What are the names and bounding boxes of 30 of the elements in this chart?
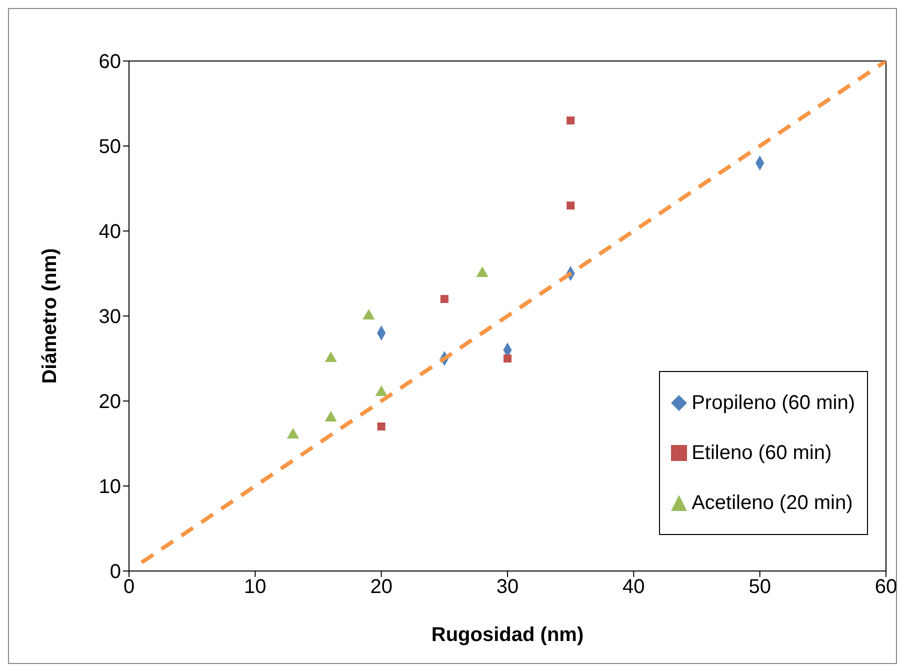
point [286, 428, 300, 439]
y-tick-label: 10 [98, 476, 121, 498]
point [566, 202, 575, 210]
y-tick-label: 30 [98, 306, 121, 328]
x-axis-title: Rugosidad (nm) [431, 624, 584, 646]
legend-label: Etileno (60 min) [692, 442, 832, 464]
point [566, 116, 575, 124]
point [375, 385, 388, 396]
point [362, 308, 375, 320]
y-tick-label: 0 [110, 561, 121, 584]
y-tick-label: 20 [98, 391, 121, 414]
x-tick-label: 30 [496, 576, 519, 598]
y-axis-title: Diámetro (nm) [39, 248, 62, 384]
point [440, 295, 448, 303]
y-tick-label: 40 [98, 221, 121, 244]
point [324, 410, 337, 422]
y-tick-label: 50 [98, 136, 121, 158]
legend-label: Propileno (60 min) [692, 392, 855, 414]
legend-label: Acetileno (20 min) [692, 492, 853, 514]
point [377, 422, 386, 430]
x-tick-label: 40 [622, 576, 645, 598]
point [504, 354, 512, 362]
x-tick-label: 50 [748, 576, 771, 598]
point [324, 351, 337, 362]
x-tick-label: 20 [370, 576, 392, 598]
x-tick-label: 0 [123, 576, 135, 598]
x-tick-label: 60 [874, 576, 898, 598]
x-tick-label: 10 [244, 576, 266, 598]
y-tick-label: 60 [98, 51, 121, 74]
point [476, 266, 488, 278]
